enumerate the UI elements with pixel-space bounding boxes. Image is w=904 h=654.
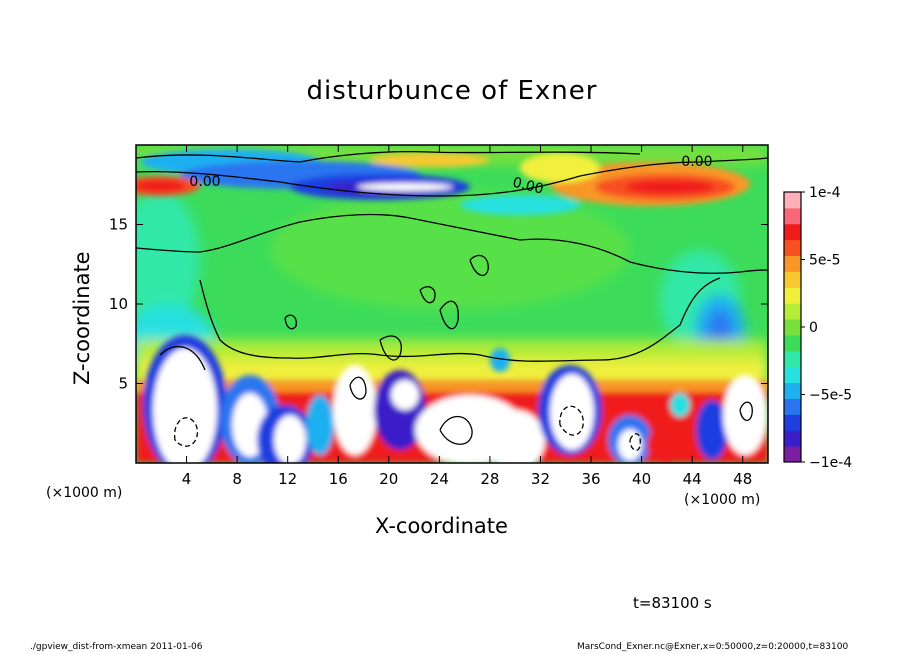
colorbar-tick-label: −1e-4 <box>809 455 852 471</box>
x-tick-layer: 4 8 12 16 20 24 28 32 36 40 44 48 <box>182 145 752 488</box>
x-tick-label: 48 <box>733 470 752 488</box>
contour-eddy-1 <box>174 417 199 447</box>
contour-vortex-3 <box>439 300 459 330</box>
chart-title: disturbunce of Exner <box>306 76 598 106</box>
colorbar: 1e-4 5e-5 0 −5e-5 −1e-4 <box>783 185 852 471</box>
x-tick-label: 16 <box>329 470 348 488</box>
colorbar-swatch <box>784 382 801 399</box>
colorbar-swatch <box>784 271 801 288</box>
contour-label: 0.00 <box>681 154 712 170</box>
y-tick-label: 10 <box>109 295 128 313</box>
colorbar-swatch <box>784 366 801 384</box>
colorbar-swatch <box>784 255 801 272</box>
x-tick-label: 20 <box>379 470 398 488</box>
x-axis-unit-right: (×1000 m) <box>684 492 761 508</box>
zero-contour-lower <box>199 277 721 362</box>
colorbar-swatch <box>784 398 801 415</box>
colorbar-swatch <box>784 319 801 336</box>
contour-vortex-1 <box>159 346 206 371</box>
x-tick-label: 24 <box>430 470 449 488</box>
heatmap-field <box>136 145 768 463</box>
colorbar-tick-label: 1e-4 <box>809 185 841 201</box>
contour-eddy-3 <box>439 415 473 445</box>
time-annotation: t=83100 s <box>633 594 712 612</box>
colorbar-swatch <box>784 239 801 257</box>
contour-lines <box>136 150 768 451</box>
contour-eddy-4 <box>349 376 367 400</box>
x-axis-unit-left: (×1000 m) <box>46 485 123 501</box>
contour-label: 0.00 <box>511 175 545 198</box>
footer-command: ./gpview_dist-from-xmean 2011-01-06 <box>30 642 203 652</box>
x-tick-label: 4 <box>182 470 192 488</box>
x-tick-label: 8 <box>232 470 242 488</box>
contour-vortex-5 <box>419 286 436 304</box>
colorbar-swatch <box>784 430 801 447</box>
colorbar-swatch <box>784 223 801 241</box>
zero-contour-upper <box>136 157 768 197</box>
colorbar-swatch <box>784 303 801 320</box>
contour-vortex-6 <box>284 314 297 330</box>
x-axis-label: X-coordinate <box>375 514 508 538</box>
contour-eddy-6 <box>739 401 753 421</box>
contour-vortex-2 <box>379 335 402 361</box>
colorbar-swatch <box>784 192 801 209</box>
x-tick-label: 32 <box>531 470 550 488</box>
contour-eddy-5 <box>629 433 641 451</box>
x-tick-label: 28 <box>480 470 499 488</box>
x-tick-label: 40 <box>632 470 651 488</box>
colorbar-swatch <box>784 414 801 431</box>
colorbar-swatch <box>784 446 801 463</box>
colorbar-swatch <box>784 350 801 368</box>
colorbar-tick-label: 0 <box>809 320 818 336</box>
x-tick-label: 44 <box>683 470 702 488</box>
x-tick-label: 36 <box>581 470 600 488</box>
x-tick-label: 12 <box>278 470 297 488</box>
y-tick-label: 5 <box>118 375 128 393</box>
contour-label-layer: 0.00 0.00 0.00 <box>189 154 712 198</box>
colorbar-tick-label: 5e-5 <box>809 253 840 269</box>
zero-contour-middle <box>136 213 768 274</box>
colorbar-swatch <box>784 207 801 225</box>
contour-vortex-4 <box>469 254 489 277</box>
colorbar-swatch <box>784 334 801 352</box>
y-tick-layer: 5 10 15 <box>109 216 768 393</box>
zero-contour-top <box>136 150 641 163</box>
contour-eddy-2 <box>559 405 584 436</box>
colorbar-swatch <box>784 287 801 304</box>
footer-source: MarsCond_Exner.nc@Exner,x=0:50000,z=0:20… <box>577 642 849 652</box>
contour-label: 0.00 <box>189 174 220 190</box>
colorbar-tick-label: −5e-5 <box>809 388 852 404</box>
y-tick-label: 15 <box>109 216 128 234</box>
